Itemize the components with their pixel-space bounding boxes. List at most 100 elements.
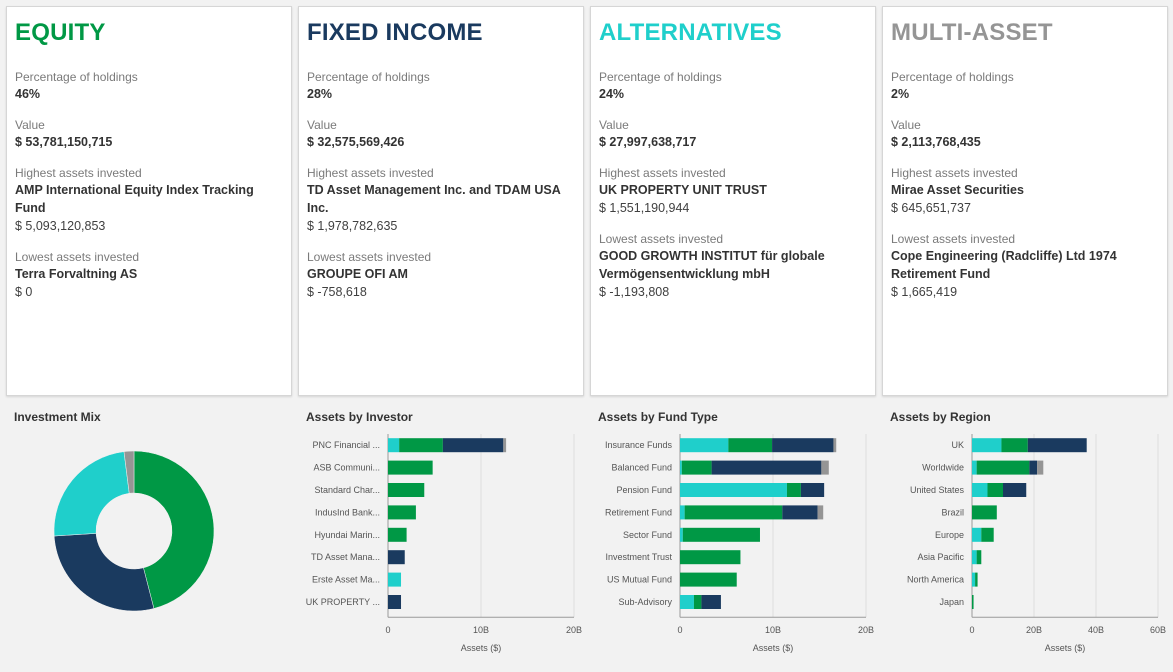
y-category-label: Europe <box>935 530 964 540</box>
donut-slice-multi-asset[interactable] <box>123 450 135 494</box>
card-equity[interactable]: EQUITY Percentage of holdings 46% Value $ 53… <box>6 6 292 396</box>
card-fixed-income[interactable]: FIXED INCOME Percentage of holdings 28% Val… <box>298 6 584 396</box>
y-category-label: IndusInd Bank... <box>315 507 380 517</box>
bar-segment[interactable] <box>972 460 977 475</box>
bar-segment[interactable] <box>1001 438 1028 453</box>
bar-segment[interactable] <box>987 483 1004 497</box>
assets-by-investor-chart[interactable]: 0 10B 20B Assets ($) PNC Financial ... ASB Co… <box>298 430 584 670</box>
y-category-label: Asia Pacific <box>917 552 964 562</box>
y-category-label: PNC Financial ... <box>312 440 380 450</box>
assets-by-fund-type-bars[interactable]: 0 10B 20B Assets ($) Insurance Funds Balanced… <box>590 430 876 670</box>
bar-segment[interactable] <box>1037 460 1044 475</box>
highest-label: Highest assets invested <box>599 166 726 180</box>
bar-segment[interactable] <box>981 527 994 542</box>
card-title: ALTERNATIVES <box>599 19 782 46</box>
bar-segment[interactable] <box>782 505 818 520</box>
bar-segment[interactable] <box>972 505 997 520</box>
bar-segment[interactable] <box>972 527 982 542</box>
lowest-name: Cope Engineering (Radcliffe) Ltd 1974 Re… <box>891 249 1117 281</box>
bar-segment[interactable] <box>388 460 433 475</box>
percentage-value: 24% <box>599 87 625 101</box>
investment-mix-chart[interactable] <box>6 430 292 670</box>
y-category-label: Sub-Advisory <box>618 597 672 607</box>
lowest-name: GOOD GROWTH INSTITUT für globale Vermöge… <box>599 249 825 281</box>
highest-label: Highest assets invested <box>307 166 434 180</box>
value-label: Value <box>891 118 921 132</box>
bar-segment[interactable] <box>972 595 974 609</box>
bar-segment[interactable] <box>388 595 402 609</box>
value-amount: $ 53,781,150,715 <box>15 135 113 149</box>
bar-segment[interactable] <box>442 438 504 453</box>
y-category-label: Pension Fund <box>616 485 672 495</box>
bar-segment[interactable] <box>833 438 837 453</box>
bar-segment[interactable] <box>786 483 801 497</box>
bar-segment[interactable] <box>388 527 407 542</box>
lowest-label: Lowest assets invested <box>15 250 140 264</box>
bar-segment[interactable] <box>680 438 729 453</box>
bar-segment[interactable] <box>399 438 443 453</box>
highest-value: $ 645,651,737 <box>891 201 971 215</box>
assets-by-region-chart[interactable]: 0 20B 40B 60B Assets ($) UK Worldwide United St… <box>882 430 1168 670</box>
card-multi-asset[interactable]: MULTI-ASSET Percentage of holdings 2% Value… <box>882 6 1168 396</box>
investment-mix-donut[interactable] <box>6 430 292 670</box>
bar-segment[interactable] <box>1003 483 1027 497</box>
bar-segment[interactable] <box>972 550 977 565</box>
bar-segment[interactable] <box>680 460 682 475</box>
highest-value: $ 1,978,782,635 <box>307 219 398 233</box>
y-category-label: Standard Char... <box>314 485 380 495</box>
bar-segment[interactable] <box>772 438 834 453</box>
donut-slice-fixed-income[interactable] <box>53 533 155 612</box>
percentage-value: 46% <box>15 87 41 101</box>
bar-segment[interactable] <box>388 483 425 497</box>
donut-slice-equity[interactable] <box>133 450 215 609</box>
lowest-label: Lowest assets invested <box>891 232 1016 246</box>
card-title: EQUITY <box>15 19 106 46</box>
bar-segment[interactable] <box>711 460 822 475</box>
assets-by-investor-bars[interactable]: 0 10B 20B Assets ($) PNC Financial ... ASB Co… <box>298 430 584 670</box>
bar-segment[interactable] <box>976 550 982 565</box>
percentage-label: Percentage of holdings <box>307 70 430 84</box>
bar-segment[interactable] <box>680 527 683 542</box>
percentage-label: Percentage of holdings <box>15 70 138 84</box>
card-alternatives[interactable]: ALTERNATIVES Percentage of holdings 24% Val… <box>590 6 876 396</box>
donut-slice-alternatives[interactable] <box>53 451 130 537</box>
bar-segment[interactable] <box>388 550 405 565</box>
value-amount: $ 32,575,569,426 <box>307 135 405 149</box>
bar-segment[interactable] <box>693 595 702 609</box>
bar-segment[interactable] <box>680 505 685 520</box>
y-category-label: UK <box>951 440 964 450</box>
value-label: Value <box>15 118 45 132</box>
bar-segment[interactable] <box>388 572 402 587</box>
bar-segment[interactable] <box>680 595 694 609</box>
bar-segment[interactable] <box>800 483 825 497</box>
y-category-label: Investment Trust <box>605 552 672 562</box>
bar-segment[interactable] <box>701 595 721 609</box>
bar-segment[interactable] <box>680 572 737 587</box>
bar-segment[interactable] <box>388 505 416 520</box>
bar-segment[interactable] <box>680 550 741 565</box>
lowest-label: Lowest assets invested <box>307 250 432 264</box>
bar-segment[interactable] <box>388 438 400 453</box>
assets-by-investor-title: Assets by Investor <box>306 410 413 424</box>
bar-segment[interactable] <box>684 505 783 520</box>
bar-segment[interactable] <box>817 505 824 520</box>
bar-segment[interactable] <box>821 460 829 475</box>
bar-segment[interactable] <box>972 483 988 497</box>
bar-segment[interactable] <box>682 527 760 542</box>
bar-segment[interactable] <box>972 438 1002 453</box>
card-title: FIXED INCOME <box>307 19 483 46</box>
bar-segment[interactable] <box>1027 438 1087 453</box>
bar-segment[interactable] <box>976 460 1030 475</box>
bar-segment[interactable] <box>972 572 976 587</box>
bar-segment[interactable] <box>680 483 787 497</box>
y-category-label: Hyundai Marin... <box>314 530 380 540</box>
bar-segment[interactable] <box>728 438 773 453</box>
lowest-name: GROUPE OFI AM <box>307 267 408 281</box>
bar-segment[interactable] <box>681 460 712 475</box>
bar-segment[interactable] <box>1029 460 1038 475</box>
assets-by-region-bars[interactable]: 0 20B 40B 60B Assets ($) UK Worldwide United St… <box>882 430 1168 670</box>
bar-segment[interactable] <box>975 572 978 587</box>
y-category-label: Retirement Fund <box>605 507 672 517</box>
bar-segment[interactable] <box>503 438 507 453</box>
assets-by-fund-type-chart[interactable]: 0 10B 20B Assets ($) Insurance Funds Balanced… <box>590 430 876 670</box>
